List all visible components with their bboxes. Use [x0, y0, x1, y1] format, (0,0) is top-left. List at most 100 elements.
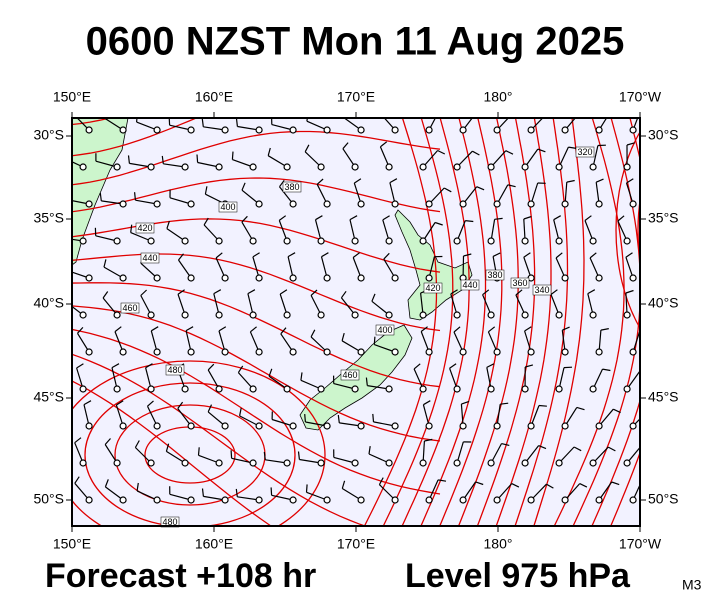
barb-staff	[378, 484, 396, 501]
barb-staff	[555, 257, 566, 279]
barb-staff	[598, 118, 608, 131]
barb-staff	[268, 375, 288, 390]
station	[255, 274, 263, 282]
station	[521, 385, 529, 393]
station	[119, 348, 127, 356]
contour-label-box	[375, 324, 395, 336]
barb-feather	[304, 414, 306, 423]
barb-feather	[340, 290, 347, 299]
barb-feather	[420, 326, 428, 332]
contour-label-box	[282, 181, 302, 193]
barb-feather	[310, 329, 316, 338]
barb-feather	[353, 178, 362, 184]
barb-staff	[310, 336, 328, 353]
barb-feather	[185, 326, 194, 332]
barb-staff	[267, 155, 288, 168]
barb-feather	[434, 221, 443, 226]
station	[493, 200, 501, 208]
barb-feather	[279, 289, 288, 295]
contour-labels: 380 400 420 440 460 480 480 420 440 400 460 380 360 3…	[120, 146, 595, 528]
barb-staff	[105, 486, 124, 501]
barb-feather	[625, 252, 633, 258]
contour-label-box	[120, 302, 140, 314]
barb-staff	[564, 483, 581, 501]
contour-label-box	[140, 252, 160, 264]
barb-feather	[555, 252, 563, 259]
station	[85, 126, 93, 134]
station	[351, 163, 359, 171]
station	[153, 422, 161, 430]
station	[147, 237, 155, 245]
barb-feather	[207, 404, 213, 413]
barb-staff	[265, 459, 288, 464]
barb-staff	[530, 118, 544, 131]
barb-feather	[550, 289, 558, 295]
barb-staff	[462, 481, 477, 501]
station	[249, 311, 257, 319]
barb-feather	[201, 118, 204, 127]
barb-staff	[530, 483, 547, 501]
station	[119, 274, 127, 282]
station	[215, 237, 223, 245]
barb-staff	[280, 333, 294, 353]
barb-staff	[310, 295, 322, 316]
barb-staff	[150, 330, 158, 353]
barb-staff	[333, 383, 356, 390]
barb-feather	[380, 141, 388, 148]
barb-feather	[76, 363, 84, 369]
contour-label: 440	[462, 280, 477, 290]
barb-staff	[74, 442, 84, 464]
barb-staff	[373, 421, 396, 427]
barb-feather	[252, 252, 260, 258]
barb-feather	[304, 144, 310, 153]
barb-staff	[374, 344, 396, 353]
barb-feather	[617, 215, 625, 222]
barb-feather	[611, 481, 620, 486]
barb-feather	[371, 293, 376, 302]
station	[555, 237, 563, 245]
station	[425, 126, 433, 134]
barb-feather	[368, 446, 371, 455]
station	[255, 422, 263, 430]
station	[487, 311, 495, 319]
lon-label-top: 180°	[484, 89, 513, 105]
barb-staff	[490, 219, 496, 242]
contour-label: 460	[342, 370, 357, 380]
station	[181, 311, 189, 319]
station	[555, 459, 563, 467]
barb-feather	[305, 484, 308, 493]
station	[629, 274, 637, 282]
barb-feather	[584, 215, 592, 221]
barb-feather	[235, 488, 238, 497]
barb-staff	[197, 161, 220, 168]
station	[317, 163, 325, 171]
barb-staff	[306, 120, 328, 131]
barb-feather	[102, 291, 109, 299]
barb-staff	[592, 446, 609, 464]
station	[521, 459, 529, 467]
station	[385, 385, 393, 393]
station	[323, 126, 331, 134]
barb-staff	[598, 481, 613, 501]
barb-staff	[592, 368, 604, 390]
station	[119, 200, 127, 208]
station	[623, 237, 631, 245]
station	[595, 200, 603, 208]
barb-staff	[558, 446, 575, 464]
station	[283, 385, 291, 393]
isobar	[514, 118, 569, 526]
station	[357, 200, 365, 208]
barb-staff	[383, 258, 396, 279]
station	[85, 496, 93, 504]
station	[317, 237, 325, 245]
isobar-loop	[72, 360, 326, 526]
barb-feather	[538, 404, 547, 407]
barb-feather	[461, 400, 470, 405]
station	[249, 385, 257, 393]
station	[459, 496, 467, 504]
lat-label-right: 30°S	[648, 127, 679, 143]
barb-feather	[463, 253, 472, 257]
station	[419, 237, 427, 245]
barb-staff	[453, 331, 464, 353]
barb-staff	[592, 145, 599, 168]
